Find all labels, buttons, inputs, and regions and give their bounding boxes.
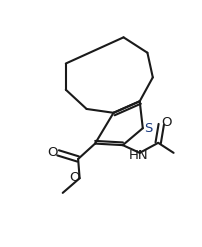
Text: S: S [144,123,152,135]
Text: HN: HN [129,149,149,163]
Text: O: O [161,116,172,129]
Text: O: O [69,171,80,184]
Text: O: O [47,145,58,159]
